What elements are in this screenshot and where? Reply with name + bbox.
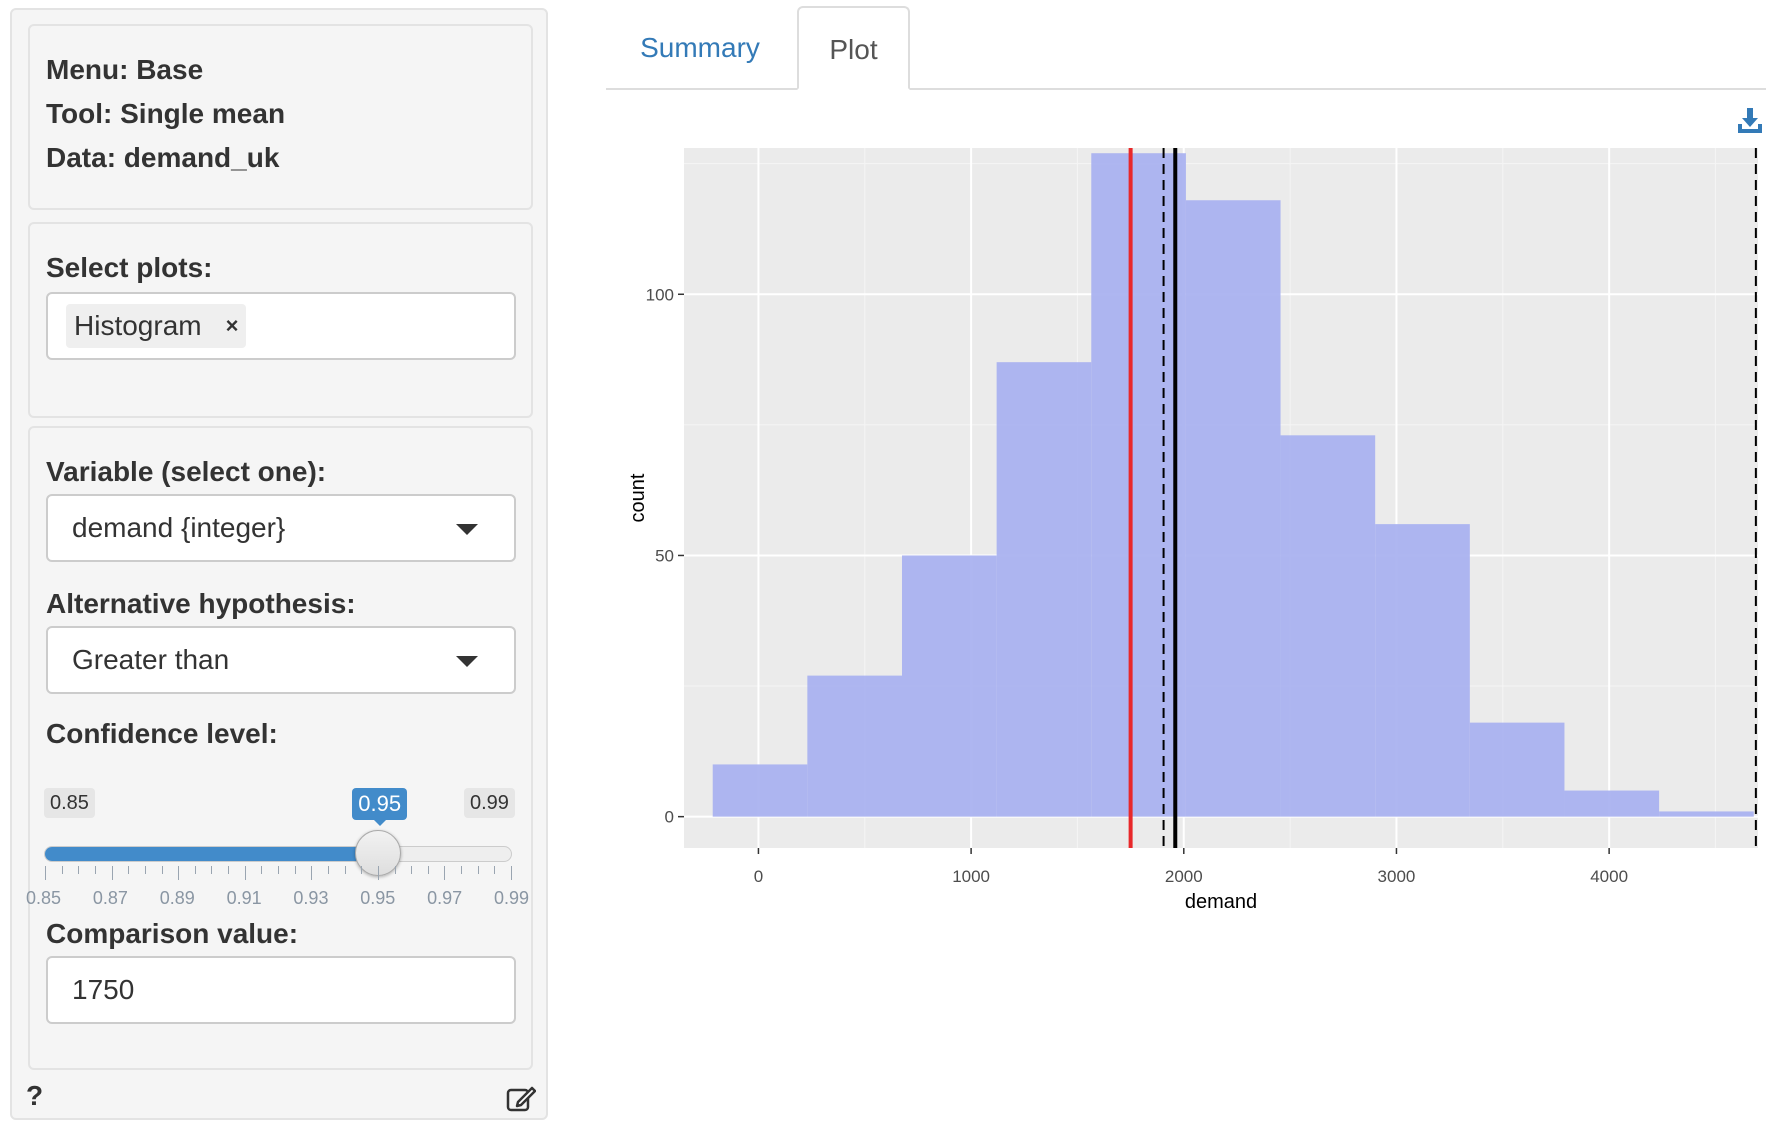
slider-minor-tick — [278, 866, 279, 874]
slider-minor-tick — [61, 866, 63, 874]
slider-minor-tick — [427, 866, 429, 874]
slider-tick-label: 0.95 — [360, 888, 396, 908]
sidebar-panel: Menu: Base Tool: Single mean Data: deman… — [10, 8, 548, 1120]
help-icon[interactable]: ? — [26, 1080, 44, 1111]
x-tick-label: 4000 — [1590, 867, 1628, 886]
slider-tick-label: 0.85 — [26, 888, 62, 908]
slider-tick-label: 0.99 — [494, 888, 530, 908]
y-tick-label: 0 — [665, 808, 674, 827]
download-icon[interactable] — [1736, 106, 1764, 136]
histogram-chart: 0 1000 2000 3000 4000 0 50 100 demand count — [627, 148, 1758, 913]
slider-minor-tick — [361, 866, 363, 874]
data-label: Data: demand_uk — [46, 142, 280, 173]
inputs-well: Variable (select one): demand {integer} … — [28, 426, 533, 1070]
histogram-bar — [996, 362, 1092, 817]
alternative-select[interactable]: Greater than — [46, 626, 516, 694]
histogram-bar — [1185, 200, 1281, 817]
slider-minor-tick — [461, 866, 463, 874]
slider-minor-tick — [228, 866, 230, 874]
slider-tick-label: 0.97 — [427, 888, 463, 908]
confidence-label: Confidence level: — [46, 718, 278, 749]
x-tick-label: 3000 — [1378, 867, 1416, 886]
histogram-bar — [1659, 811, 1754, 817]
remove-chip-icon[interactable]: × — [225, 313, 239, 338]
histogram-bar — [1375, 524, 1470, 817]
slider-minor-tick — [161, 866, 163, 874]
histogram-bar — [1091, 153, 1186, 817]
slider-min-label: 0.85 — [44, 788, 95, 818]
y-tick-label: 50 — [655, 546, 674, 565]
variable-label: Variable (select one): — [46, 456, 327, 487]
slider-minor-tick — [144, 866, 146, 874]
confidence-slider-fill — [45, 847, 380, 861]
info-well: Menu: Base Tool: Single mean Data: deman… — [28, 24, 533, 210]
tool-label: Tool: Single mean — [46, 98, 286, 129]
histogram-bar — [1564, 790, 1660, 817]
slider-minor-tick — [128, 866, 130, 874]
y-tick-label: 100 — [646, 285, 674, 304]
slider-major-tick — [111, 866, 113, 880]
comparison-input-value: 1750 — [72, 974, 135, 1005]
select-plots-well: Select plots: Histogram × — [28, 222, 533, 418]
histogram-bar — [807, 675, 902, 817]
plot-chip-label: Histogram — [74, 310, 202, 341]
slider-minor-tick — [94, 866, 96, 874]
menu-label: Menu: Base — [46, 54, 204, 85]
slider-major-tick — [311, 866, 313, 880]
slider-minor-tick — [294, 866, 296, 874]
variable-select-value: demand {integer} — [72, 512, 286, 543]
slider-tick-label: 0.93 — [293, 888, 329, 908]
slider-minor-tick — [327, 866, 329, 874]
slider-major-tick — [444, 866, 446, 880]
slider-major-tick — [377, 866, 379, 880]
chevron-down-icon — [456, 524, 478, 535]
alternative-label: Alternative hypothesis: — [46, 588, 356, 619]
x-tick-label: 1000 — [952, 867, 990, 886]
slider-tick-label: 0.87 — [92, 888, 128, 908]
select-plots-label: Select plots: — [46, 252, 213, 283]
comparison-input[interactable]: 1750 — [46, 956, 516, 1024]
x-tick-label: 0 — [754, 867, 763, 886]
slider-major-tick — [511, 866, 512, 880]
slider-minor-tick — [78, 866, 80, 874]
slider-tick-label: 0.89 — [159, 888, 195, 908]
variable-select[interactable]: demand {integer} — [46, 494, 516, 562]
x-tick-label: 2000 — [1165, 867, 1203, 886]
slider-minor-tick — [261, 866, 263, 874]
y-axis-label: count — [627, 473, 649, 522]
slider-minor-tick — [211, 866, 213, 874]
slider-minor-tick — [494, 866, 496, 874]
slider-major-tick — [45, 866, 46, 880]
slider-minor-tick — [194, 866, 196, 874]
slider-minor-tick — [411, 866, 413, 874]
tabs-underline — [606, 88, 1766, 90]
tab-plot[interactable]: Plot — [797, 6, 910, 90]
slider-minor-tick — [477, 866, 479, 874]
select-plots-input[interactable]: Histogram × — [46, 292, 516, 360]
slider-major-tick — [244, 866, 246, 880]
confidence-slider-track[interactable] — [44, 846, 512, 862]
plot-chip-histogram: Histogram × — [66, 304, 247, 348]
histogram-bar — [712, 764, 808, 817]
histogram-bar — [1280, 435, 1376, 817]
x-axis-label: demand — [1185, 891, 1257, 913]
tab-summary[interactable]: Summary — [640, 32, 760, 63]
slider-major-tick — [178, 866, 180, 880]
slider-value-label: 0.95 — [352, 788, 408, 826]
slider-max-label: 0.99 — [464, 788, 515, 818]
histogram-bar — [1469, 722, 1565, 817]
alternative-select-value: Greater than — [72, 644, 230, 675]
slider-minor-tick — [344, 866, 346, 874]
slider-tick-label: 0.91 — [226, 888, 262, 908]
histogram-bar — [901, 555, 997, 817]
chevron-down-icon — [456, 656, 478, 667]
slider-minor-tick — [394, 866, 396, 874]
edit-icon[interactable] — [506, 1084, 536, 1112]
comparison-label: Comparison value: — [46, 918, 299, 949]
